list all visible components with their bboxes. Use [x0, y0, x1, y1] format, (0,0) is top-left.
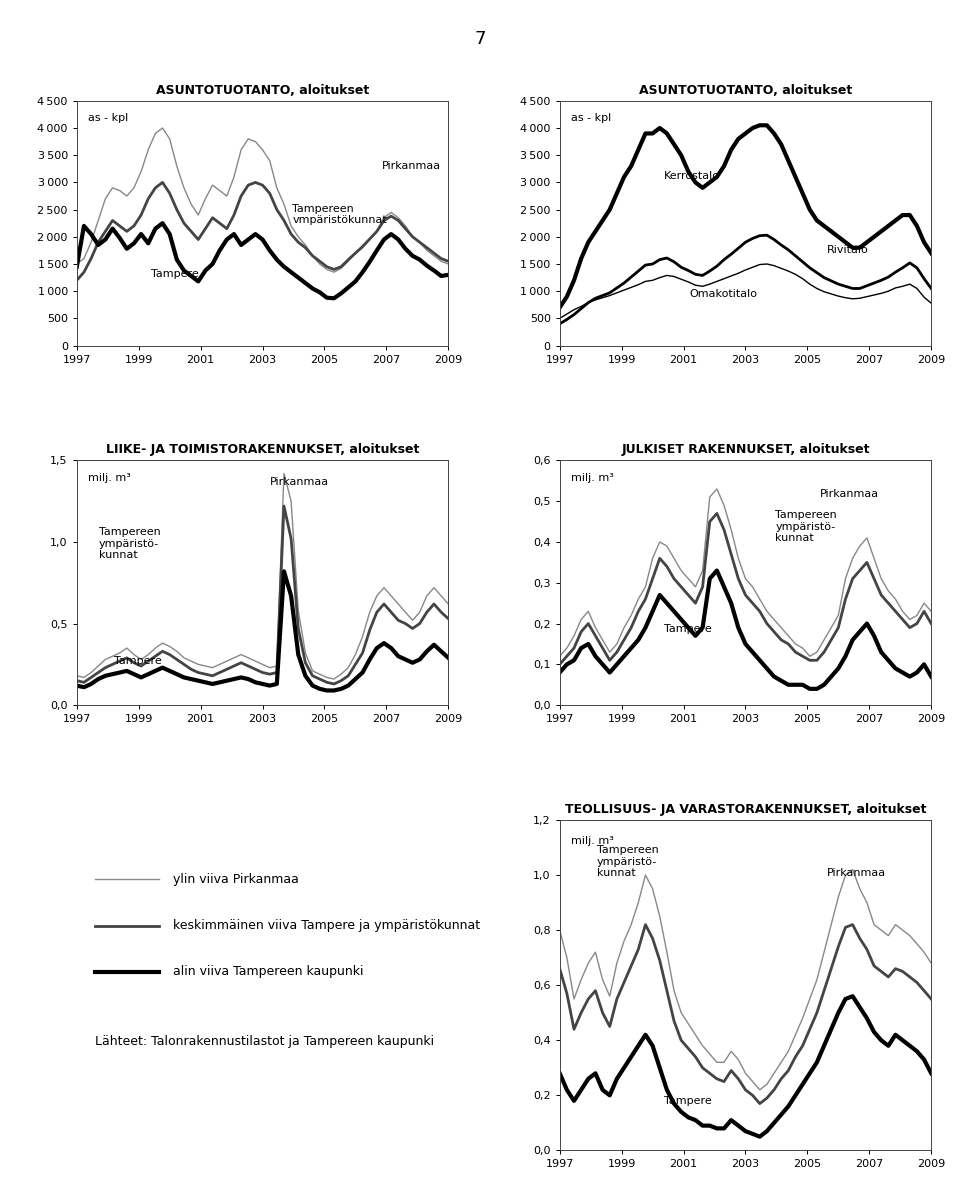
Text: Tampereen
ympäristö-
kunnat: Tampereen ympäristö- kunnat [597, 844, 659, 878]
Text: 7: 7 [474, 30, 486, 47]
Title: ASUNTOTUOTANTO, aloitukset: ASUNTOTUOTANTO, aloitukset [156, 84, 370, 97]
Text: keskimmäinen viiva Tampere ja ympäristökunnat: keskimmäinen viiva Tampere ja ympäristök… [174, 919, 481, 932]
Text: Tampereen
ympäristö-
kunnat: Tampereen ympäristö- kunnat [99, 527, 161, 560]
Text: Tampereen
vmpäristökunnat: Tampereen vmpäristökunnat [292, 204, 387, 225]
Text: Tampereen
ympäristö-
kunnat: Tampereen ympäristö- kunnat [775, 510, 837, 543]
Text: milj. m³: milj. m³ [88, 473, 131, 483]
Title: LIIKE- JA TOIMISTORAKENNUKSET, aloitukset: LIIKE- JA TOIMISTORAKENNUKSET, aloitukse… [106, 444, 420, 457]
Text: Pirkanmaa: Pirkanmaa [820, 489, 879, 499]
Text: Tampere: Tampere [114, 656, 161, 665]
Text: Pirkanmaa: Pirkanmaa [828, 868, 886, 878]
Text: Pirkanmaa: Pirkanmaa [270, 477, 329, 487]
Title: ASUNTOTUOTANTO, aloitukset: ASUNTOTUOTANTO, aloitukset [638, 84, 852, 97]
Text: Tampere: Tampere [151, 269, 199, 279]
Text: milj. m³: milj. m³ [571, 473, 613, 483]
Title: TEOLLISUUS- JA VARASTORAKENNUKSET, aloitukset: TEOLLISUUS- JA VARASTORAKENNUKSET, aloit… [564, 803, 926, 816]
Text: Pirkanmaa: Pirkanmaa [381, 161, 441, 171]
Text: ylin viiva Pirkanmaa: ylin viiva Pirkanmaa [174, 873, 300, 886]
Text: milj. m³: milj. m³ [571, 836, 613, 847]
Text: as - kpl: as - kpl [88, 113, 129, 123]
Title: JULKISET RAKENNUKSET, aloitukset: JULKISET RAKENNUKSET, aloitukset [621, 444, 870, 457]
Text: as - kpl: as - kpl [571, 113, 612, 123]
Text: Tampere: Tampere [663, 624, 711, 633]
Text: Omakotitalo: Omakotitalo [689, 288, 757, 299]
Text: Tampere: Tampere [663, 1096, 711, 1107]
Text: Rivitalo: Rivitalo [828, 244, 869, 255]
Text: alin viiva Tampereen kaupunki: alin viiva Tampereen kaupunki [174, 965, 364, 978]
Text: Lähteet: Talonrakennustilastot ja Tampereen kaupunki: Lähteet: Talonrakennustilastot ja Tamper… [95, 1035, 435, 1048]
Text: Kerrostalo: Kerrostalo [663, 171, 720, 181]
